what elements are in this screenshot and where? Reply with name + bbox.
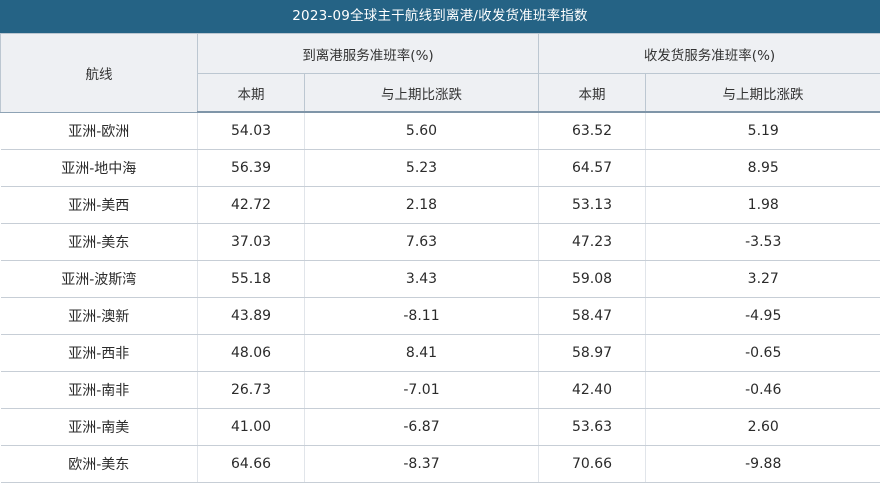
punctuality-table: 航线 到离港服务准班率(%) 收发货服务准班率(%) 本期 与上期比涨跌 本期 … xyxy=(0,33,880,483)
route-cell: 亚洲-西非 xyxy=(0,334,198,372)
cargo-change-cell: 8.95 xyxy=(645,149,880,187)
table-row: 亚洲-美东 37.03 7.63 47.23 -3.53 xyxy=(0,223,880,261)
cargo-current-cell: 63.52 xyxy=(538,112,646,150)
route-cell: 亚洲-南非 xyxy=(0,371,198,409)
cargo-change-header: 与上期比涨跌 xyxy=(645,73,880,113)
table-body: 亚洲-欧洲 54.03 5.60 63.52 5.19 亚洲-地中海 56.39 5.23 64… xyxy=(0,112,880,483)
port-change-cell: 2.18 xyxy=(304,186,539,224)
cargo-current-cell: 53.63 xyxy=(538,408,646,446)
port-current-cell: 55.18 xyxy=(197,260,305,298)
table-row: 亚洲-地中海 56.39 5.23 64.57 8.95 xyxy=(0,149,880,187)
port-current-header: 本期 xyxy=(197,73,305,113)
table-row: 亚洲-西非 48.06 8.41 58.97 -0.65 xyxy=(0,334,880,372)
route-cell: 亚洲-欧洲 xyxy=(0,112,198,150)
port-current-cell: 37.03 xyxy=(197,223,305,261)
port-change-cell: 8.41 xyxy=(304,334,539,372)
route-cell: 欧洲-美东 xyxy=(0,445,198,483)
route-cell: 亚洲-美东 xyxy=(0,223,198,261)
cargo-current-cell: 58.97 xyxy=(538,334,646,372)
cargo-change-cell: 5.19 xyxy=(645,112,880,150)
port-change-header: 与上期比涨跌 xyxy=(304,73,539,113)
cargo-change-cell: 3.27 xyxy=(645,260,880,298)
route-cell: 亚洲-美西 xyxy=(0,186,198,224)
port-current-cell: 64.66 xyxy=(197,445,305,483)
table-row: 亚洲-南非 26.73 -7.01 42.40 -0.46 xyxy=(0,371,880,409)
cargo-current-cell: 47.23 xyxy=(538,223,646,261)
cargo-punctuality-group-header: 收发货服务准班率(%) xyxy=(538,33,880,74)
cargo-change-cell: 2.60 xyxy=(645,408,880,446)
route-cell: 亚洲-南美 xyxy=(0,408,198,446)
port-change-cell: -8.37 xyxy=(304,445,539,483)
port-change-cell: -8.11 xyxy=(304,297,539,335)
cargo-current-cell: 53.13 xyxy=(538,186,646,224)
port-change-cell: 7.63 xyxy=(304,223,539,261)
cargo-current-header: 本期 xyxy=(538,73,646,113)
route-cell: 亚洲-波斯湾 xyxy=(0,260,198,298)
port-change-cell: -7.01 xyxy=(304,371,539,409)
cargo-change-cell: -4.95 xyxy=(645,297,880,335)
cargo-current-cell: 70.66 xyxy=(538,445,646,483)
port-change-cell: 5.60 xyxy=(304,112,539,150)
table-row: 亚洲-欧洲 54.03 5.60 63.52 5.19 xyxy=(0,112,880,150)
cargo-change-cell: -3.53 xyxy=(645,223,880,261)
port-current-cell: 41.00 xyxy=(197,408,305,446)
port-current-cell: 56.39 xyxy=(197,149,305,187)
route-cell: 亚洲-地中海 xyxy=(0,149,198,187)
port-punctuality-group-header: 到离港服务准班率(%) xyxy=(197,33,539,74)
port-current-cell: 26.73 xyxy=(197,371,305,409)
cargo-change-cell: -0.65 xyxy=(645,334,880,372)
cargo-change-cell: -0.46 xyxy=(645,371,880,409)
route-column-header: 航线 xyxy=(0,33,198,113)
cargo-current-cell: 58.47 xyxy=(538,297,646,335)
port-change-cell: 5.23 xyxy=(304,149,539,187)
route-cell: 亚洲-澳新 xyxy=(0,297,198,335)
port-change-cell: 3.43 xyxy=(304,260,539,298)
table-row: 亚洲-波斯湾 55.18 3.43 59.08 3.27 xyxy=(0,260,880,298)
port-current-cell: 42.72 xyxy=(197,186,305,224)
cargo-current-cell: 64.57 xyxy=(538,149,646,187)
table-title: 2023-09全球主干航线到离港/收发货准班率指数 xyxy=(0,0,880,33)
cargo-current-cell: 59.08 xyxy=(538,260,646,298)
port-current-cell: 48.06 xyxy=(197,334,305,372)
port-current-cell: 54.03 xyxy=(197,112,305,150)
table-row: 亚洲-澳新 43.89 -8.11 58.47 -4.95 xyxy=(0,297,880,335)
cargo-current-cell: 42.40 xyxy=(538,371,646,409)
port-change-cell: -6.87 xyxy=(304,408,539,446)
port-current-cell: 43.89 xyxy=(197,297,305,335)
table-row: 亚洲-美西 42.72 2.18 53.13 1.98 xyxy=(0,186,880,224)
cargo-change-cell: -9.88 xyxy=(645,445,880,483)
cargo-change-cell: 1.98 xyxy=(645,186,880,224)
table-row: 欧洲-美东 64.66 -8.37 70.66 -9.88 xyxy=(0,445,880,483)
table-row: 亚洲-南美 41.00 -6.87 53.63 2.60 xyxy=(0,408,880,446)
